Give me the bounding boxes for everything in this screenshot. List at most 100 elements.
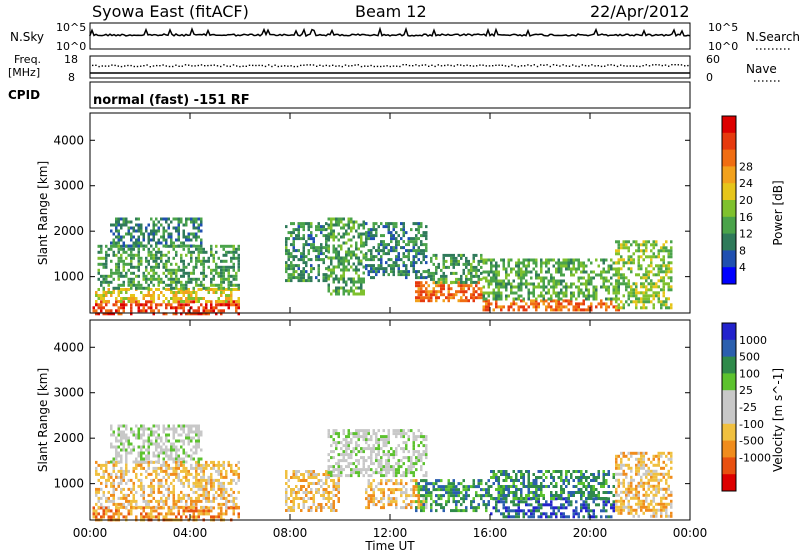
heatmap-cell (500, 258, 503, 262)
heatmap-cell (142, 277, 145, 281)
heatmap-cell (292, 497, 295, 500)
heatmap-cell (147, 286, 150, 290)
heatmap-cell (137, 229, 140, 233)
heatmap-cell (307, 276, 310, 280)
heatmap-cell (102, 291, 105, 294)
heatmap-cell (485, 258, 488, 262)
heatmap-cell (165, 433, 168, 437)
nave-dot (354, 64, 356, 66)
heatmap-cell (187, 244, 190, 248)
heatmap-cell (342, 453, 345, 457)
heatmap-cell (492, 291, 495, 295)
heatmap-cell (95, 294, 98, 297)
heatmap-cell (142, 297, 145, 300)
heatmap-cell (630, 294, 633, 298)
heatmap-cell (402, 234, 405, 238)
heatmap-cell (192, 235, 195, 239)
heatmap-cell (140, 512, 143, 516)
heatmap-cell (145, 274, 148, 278)
heatmap-cell (117, 235, 120, 239)
heatmap-cell (152, 256, 155, 260)
heatmap-cell (527, 270, 530, 274)
heatmap-cell (362, 459, 365, 463)
heatmap-cell (627, 240, 630, 244)
heatmap-cell (112, 238, 115, 242)
heatmap-cell (382, 468, 385, 472)
heatmap-cell (640, 300, 643, 304)
heatmap-cell (535, 276, 538, 280)
heatmap-cell (200, 484, 203, 488)
heatmap-cell (225, 499, 228, 503)
heatmap-cell (125, 303, 128, 307)
heatmap-cell (467, 259, 470, 263)
heatmap-cell (132, 244, 135, 248)
heatmap-cell (150, 294, 153, 297)
heatmap-cell (455, 506, 458, 510)
heatmap-cell (210, 306, 213, 310)
heatmap-cell (467, 287, 470, 291)
heatmap-cell (292, 476, 295, 479)
heatmap-cell (607, 288, 610, 292)
heatmap-cell (112, 271, 115, 275)
heatmap-cell (500, 485, 503, 488)
heatmap-cell (552, 509, 555, 513)
heatmap-cell (190, 220, 193, 224)
heatmap-cell (520, 305, 523, 309)
heatmap-cell (355, 471, 358, 475)
heatmap-cell (302, 503, 305, 506)
heatmap-cell (477, 262, 480, 266)
heatmap-cell (287, 231, 290, 235)
heatmap-cell (455, 277, 458, 281)
heatmap-cell (185, 454, 188, 458)
heatmap-cell (217, 481, 220, 485)
nave-dot (536, 65, 539, 68)
heatmap-cell (185, 475, 188, 479)
heatmap-cell (425, 503, 428, 507)
heatmap-cell (130, 271, 133, 275)
heatmap-cell (172, 300, 175, 303)
heatmap-cell (422, 231, 425, 235)
heatmap-cell (382, 491, 385, 495)
heatmap-cell (100, 297, 103, 300)
heatmap-cell (337, 441, 340, 445)
heatmap-cell (192, 250, 195, 254)
heatmap-cell (137, 484, 140, 488)
nave-dot (287, 65, 289, 67)
heatmap-cell (582, 299, 585, 303)
heatmap-cell (357, 462, 360, 466)
heatmap-cell (570, 299, 573, 303)
heatmap-cell (130, 300, 133, 303)
heatmap-cell (487, 305, 490, 309)
heatmap-cell (342, 459, 345, 463)
heatmap-cell (442, 262, 445, 266)
heatmap-cell (307, 225, 310, 229)
heatmap-cell (570, 291, 573, 295)
heatmap-cell (382, 474, 385, 478)
heatmap-cell (285, 267, 288, 271)
heatmap-cell (585, 297, 588, 301)
heatmap-cell (550, 258, 553, 262)
heatmap-cell (302, 473, 305, 476)
heatmap-cell (432, 488, 435, 492)
heatmap-cell (147, 499, 150, 503)
heatmap-cell (292, 488, 295, 491)
heatmap-cell (525, 270, 528, 274)
heatmap-cell (225, 512, 228, 516)
heatmap-cell (127, 469, 130, 473)
heatmap-cell (300, 273, 303, 277)
heatmap-cell (615, 282, 618, 286)
heatmap-cell (125, 505, 128, 509)
heatmap-cell (377, 465, 380, 469)
heatmap-cell (167, 250, 170, 254)
heatmap-cell (452, 262, 455, 266)
heatmap-cell (320, 506, 323, 509)
heatmap-cell (430, 494, 433, 498)
heatmap-cell (517, 515, 520, 519)
heatmap-cell (130, 235, 133, 239)
heatmap-cell (120, 256, 123, 260)
heatmap-cell (457, 509, 460, 513)
heatmap-cell (545, 503, 548, 507)
heatmap-cell (125, 448, 128, 452)
heatmap-cell (475, 506, 478, 510)
heatmap-cell (342, 241, 345, 245)
